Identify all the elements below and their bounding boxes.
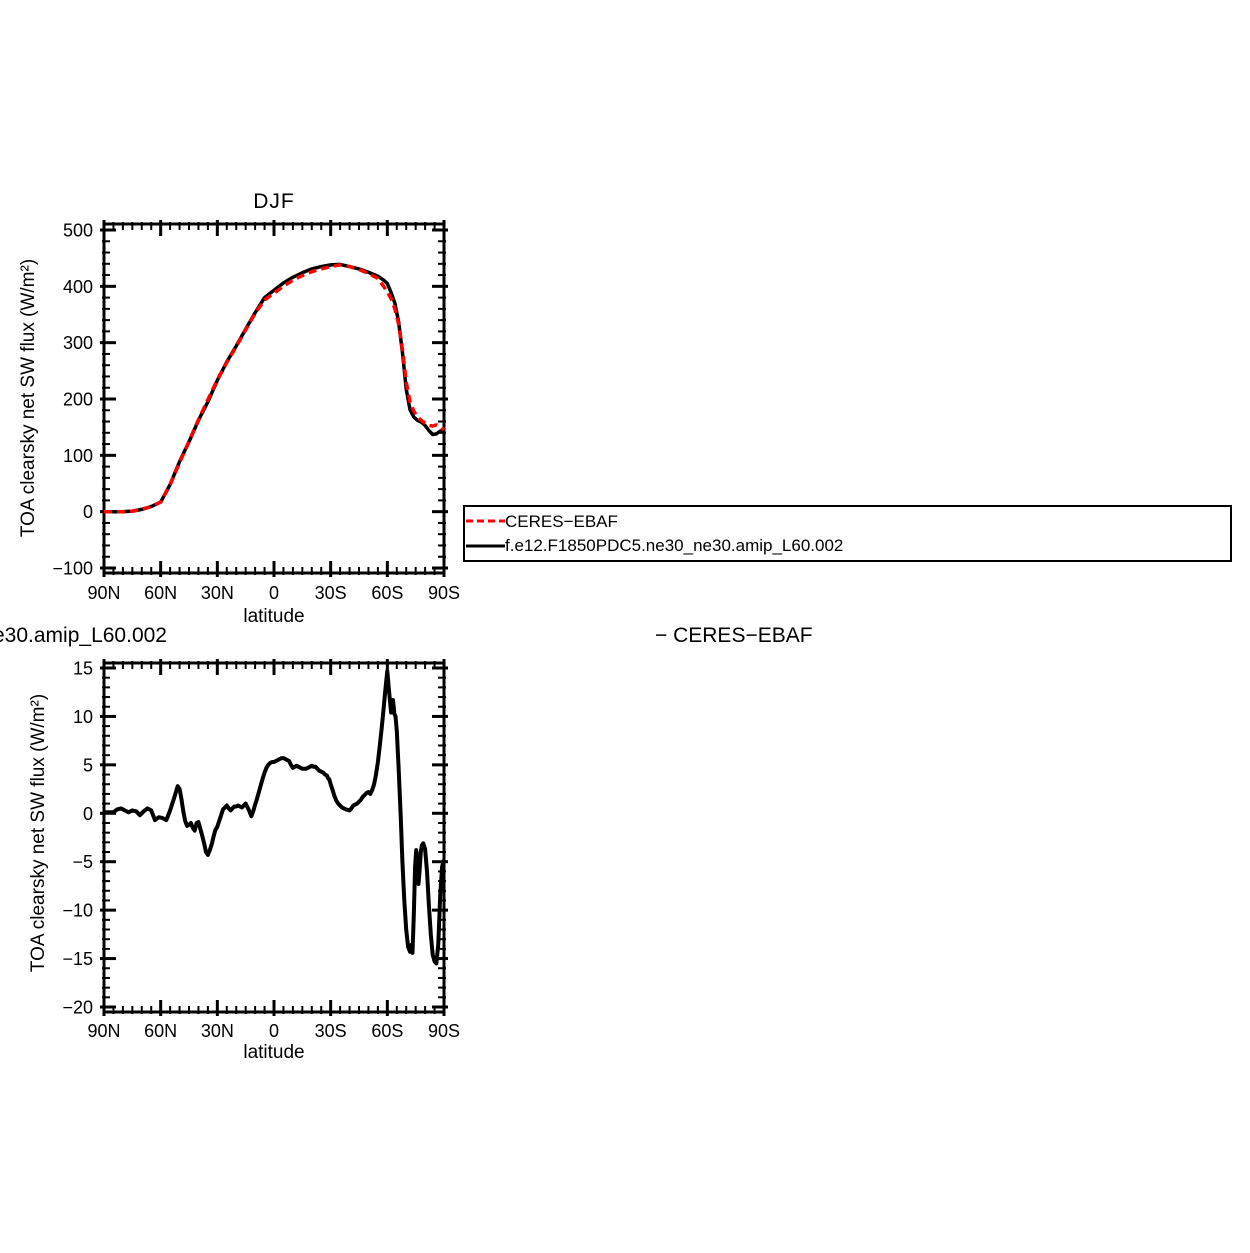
x-tick-label: 0 — [269, 1021, 279, 1041]
x-tick-label: 90S — [428, 1021, 460, 1041]
x-tick-label: 90S — [428, 583, 460, 603]
x-tick-label: 60N — [144, 583, 177, 603]
legend-line-sample-model-solid-black — [466, 544, 505, 548]
legend-line-sample-ceres-dashed-red — [466, 519, 505, 523]
x-tick-label: 30N — [201, 1021, 234, 1041]
legend-box: CERES−EBAF f.e12.F1850PDC5.ne30_ne30.ami… — [463, 505, 1232, 562]
y-tick-label: 0 — [83, 804, 93, 824]
x-tick-label: 30S — [315, 583, 347, 603]
bottom-chart-left-title: e30.amip_L60.002 — [0, 624, 167, 647]
toa-clearsky-sw-diff-plot: 90N 60N 30N 0 30S 60S 90S 15 10 5 0 −5 −10 −15 −20 — [62, 659, 460, 1042]
legend-item-model: f.e12.F1850PDC5.ne30_ne30.amip_L60.002 — [465, 536, 1230, 556]
toa-clearsky-sw-djf-plot: 90N 60N 30N 0 30S 60S 90S 500 400 300 200 100 0 −100 — [52, 220, 460, 603]
y-tick-label: 10 — [73, 707, 93, 727]
plot-frame — [102, 222, 446, 575]
x-tick-label: 90N — [87, 1021, 120, 1041]
y-tick-label: −10 — [62, 901, 93, 921]
y-tick-label: −5 — [72, 852, 93, 872]
top-chart-xlabel: latitude — [243, 606, 305, 627]
bottom-chart-right-title: − CERES−EBAF — [655, 624, 813, 647]
y-tick-label: −20 — [62, 998, 93, 1018]
y-tick-label: 15 — [73, 659, 93, 679]
y-tick-label: 300 — [63, 333, 93, 353]
x-tick-label: 30N — [201, 583, 234, 603]
series-line-model-minus-ceres — [104, 668, 446, 966]
bottom-chart-ylabel: TOA clearsky net SW flux (W/m²) — [28, 693, 49, 973]
y-tick-label: 100 — [63, 446, 93, 466]
y-tick-label: 400 — [63, 277, 93, 297]
series-line-f.e12.F1850PDC5.ne30_ne30.amip_L60.002 — [104, 262, 445, 514]
legend-label-ceres: CERES−EBAF — [505, 511, 618, 531]
legend-label-model: f.e12.F1850PDC5.ne30_ne30.amip_L60.002 — [505, 536, 844, 556]
legend-item-ceres: CERES−EBAF — [465, 511, 1230, 531]
top-chart-title: DJF — [253, 190, 295, 213]
y-tick-label: 0 — [83, 502, 93, 522]
y-tick-label: 5 — [83, 755, 93, 775]
x-tick-label: 90N — [87, 583, 120, 603]
x-tick-label: 30S — [315, 1021, 347, 1041]
x-tick-label: 60S — [371, 583, 403, 603]
y-tick-label: 500 — [63, 221, 93, 241]
x-tick-label: 0 — [269, 583, 279, 603]
bottom-chart-xlabel: latitude — [243, 1042, 305, 1063]
series-line-CERES-EBAF — [104, 263, 446, 514]
x-tick-label: 60S — [371, 1021, 403, 1041]
x-tick-label: 60N — [144, 1021, 177, 1041]
top-chart-ylabel: TOA clearsky net SW flux (W/m²) — [18, 258, 39, 538]
y-tick-label: 200 — [63, 390, 93, 410]
y-tick-label: −100 — [52, 559, 93, 579]
y-tick-label: −15 — [62, 949, 93, 969]
